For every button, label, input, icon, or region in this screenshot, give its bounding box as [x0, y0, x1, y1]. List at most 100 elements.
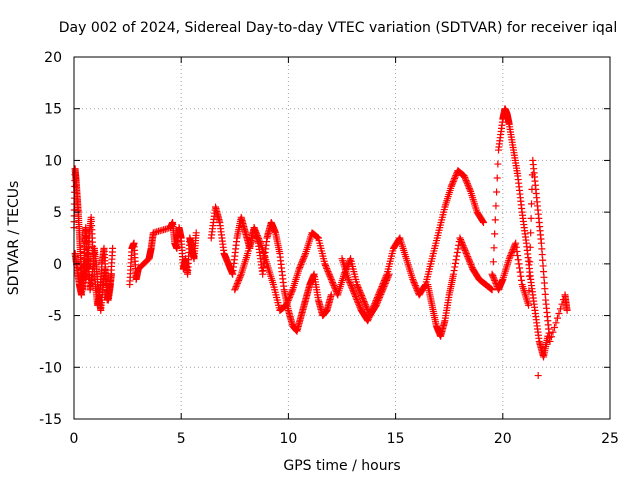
data-point-marker [555, 310, 563, 318]
data-point-marker [371, 300, 379, 308]
data-point-marker [460, 243, 468, 251]
data-point-marker [326, 272, 334, 280]
data-point-marker [493, 174, 501, 182]
data-point-marker [411, 280, 419, 288]
data-point-marker [299, 256, 307, 264]
data-point-marker [321, 260, 329, 268]
data-point-marker [513, 247, 521, 255]
data-point-marker [236, 273, 244, 281]
data-point-marker [491, 278, 499, 286]
data-point-marker [233, 281, 241, 289]
data-point-marker [346, 256, 354, 264]
data-point-marker [255, 235, 263, 243]
data-point-marker [328, 277, 336, 285]
data-point-marker [488, 270, 496, 278]
data-point-marker [363, 304, 371, 312]
data-point-marker [553, 314, 561, 322]
data-point-marker [480, 218, 488, 226]
data-point-marker [356, 288, 364, 296]
data-point-marker [285, 295, 293, 303]
data-point-marker [525, 272, 533, 280]
data-point-marker [368, 306, 376, 314]
data-point-marker [325, 271, 333, 279]
data-point-marker [457, 237, 465, 245]
data-point-marker [458, 240, 466, 248]
data-point-marker [324, 268, 332, 276]
data-point-marker [512, 243, 520, 251]
data-point-marker [372, 297, 380, 305]
data-point-marker [453, 252, 461, 260]
data-point-marker [413, 285, 421, 293]
data-point-marker [235, 276, 243, 284]
data-point-marker [452, 256, 460, 264]
data-point-marker [349, 286, 357, 294]
y-tick-label: -5 [48, 309, 62, 325]
data-point-marker [489, 258, 497, 266]
data-point-marker [251, 225, 259, 233]
data-point-marker [344, 275, 352, 283]
data-point-marker [525, 287, 533, 295]
data-point-marker [233, 280, 241, 288]
data-point-marker [409, 275, 417, 283]
x-tick-label: 0 [70, 431, 79, 447]
data-point-marker [284, 298, 292, 306]
data-point-marker [373, 295, 381, 303]
data-point-marker [369, 304, 377, 312]
x-tick-label: 15 [387, 431, 405, 447]
data-point-marker [467, 262, 475, 270]
data-point-marker [460, 245, 468, 253]
data-point-marker [493, 188, 501, 196]
data-point-marker [256, 238, 264, 246]
data-point-marker [505, 255, 513, 263]
data-point-marker [377, 286, 385, 294]
data-point-marker [466, 257, 474, 265]
data-point-marker [461, 246, 469, 254]
data-point-marker [463, 180, 471, 188]
data-point-marker [526, 243, 534, 251]
data-point-marker [298, 257, 306, 265]
y-tick-label: 15 [44, 102, 62, 118]
data-point-marker [516, 264, 524, 272]
data-point-marker [488, 286, 496, 294]
data-point-marker [354, 282, 362, 290]
data-point-marker [353, 296, 361, 304]
data-point-marker [492, 202, 500, 210]
data-point-marker [330, 282, 338, 290]
data-point-marker [462, 177, 470, 185]
data-point-marker [348, 283, 356, 291]
data-point-marker [458, 239, 466, 247]
data-point-marker [489, 272, 497, 280]
data-point-marker [460, 172, 468, 180]
data-point-marker [296, 263, 304, 271]
y-tick-label: 0 [53, 257, 62, 273]
data-point-marker [329, 280, 337, 288]
data-point-marker [350, 288, 358, 296]
data-point-marker [517, 276, 525, 284]
y-axis-title: SDTVAR / TECUs [6, 181, 22, 296]
data-point-marker [454, 245, 462, 253]
data-point-marker [356, 303, 364, 311]
data-point-marker [322, 263, 330, 271]
data-point-marker [526, 258, 534, 266]
data-point-marker [379, 280, 387, 288]
data-point-marker [253, 230, 261, 238]
data-point-marker [462, 248, 470, 256]
data-point-marker [516, 268, 524, 276]
data-point-marker [451, 173, 459, 181]
data-point-marker [359, 296, 367, 304]
x-tick-label: 10 [279, 431, 297, 447]
data-point-marker [237, 272, 245, 280]
data-point-marker [350, 289, 358, 297]
y-tick-label: 5 [53, 205, 62, 221]
data-point-marker [462, 250, 470, 258]
data-point-marker [370, 303, 378, 311]
data-point-marker [447, 182, 455, 190]
data-point-marker [109, 244, 117, 252]
data-point-marker [364, 315, 372, 323]
data-point-marker [234, 278, 242, 286]
y-tick-label: 20 [44, 50, 62, 66]
data-point-marker [357, 290, 365, 298]
data-point-marker [409, 277, 417, 285]
data-point-marker [361, 299, 369, 307]
data-point-marker [354, 299, 362, 307]
